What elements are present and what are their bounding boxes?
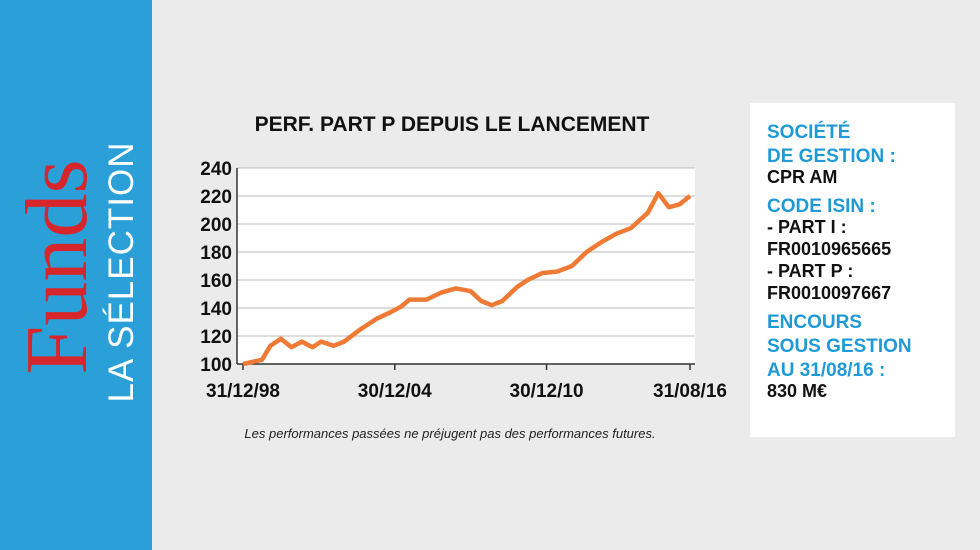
sidebar-subtitle: LA SÉLECTION xyxy=(102,142,141,403)
y-tick-label: 220 xyxy=(200,187,232,208)
info-label: SOUS GESTION xyxy=(767,336,912,357)
x-tick-label: 31/08/16 xyxy=(653,381,727,402)
info-value: - PART I : xyxy=(767,217,847,237)
footnote: Les performances passées ne préjugent pa… xyxy=(244,426,655,441)
y-tick-label: 100 xyxy=(200,355,232,376)
info-label: AU 31/08/16 : xyxy=(767,360,885,381)
info-label: DE GESTION : xyxy=(767,146,896,167)
marks xyxy=(242,190,692,367)
plot-area xyxy=(237,168,695,364)
x-tick-label: 30/12/04 xyxy=(358,381,432,402)
y-tick-label: 120 xyxy=(200,327,232,348)
info-value: 830 M€ xyxy=(767,381,827,401)
info-label: ENCOURS xyxy=(767,312,862,333)
grid: 100 120 140 160 180 200 220 240 31/12/98 30/12/04… xyxy=(200,159,727,402)
y-tick-label: 160 xyxy=(200,271,232,292)
info-panel xyxy=(750,103,955,437)
chart-title: PERF. PART P DEPUIS LE LANCEMENT xyxy=(255,113,650,136)
brand: Funds xyxy=(9,159,106,374)
info-value: FR0010965665 xyxy=(767,239,891,259)
y-tick-label: 200 xyxy=(200,215,232,236)
y-tick-label: 180 xyxy=(200,243,232,264)
y-tick-label: 240 xyxy=(200,159,232,180)
sidebar xyxy=(0,0,152,550)
x-tick-label: 31/12/98 xyxy=(206,381,280,402)
info-label: SOCIÉTÉ xyxy=(767,121,850,143)
info-value: - PART P : xyxy=(767,261,853,281)
line xyxy=(242,190,692,367)
info-label: CODE ISIN : xyxy=(767,196,876,217)
x-tick-label: 30/12/10 xyxy=(510,381,584,402)
y-tick-label: 140 xyxy=(200,299,232,320)
info-value: CPR AM xyxy=(767,167,837,187)
info-value: FR0010097667 xyxy=(767,283,891,303)
